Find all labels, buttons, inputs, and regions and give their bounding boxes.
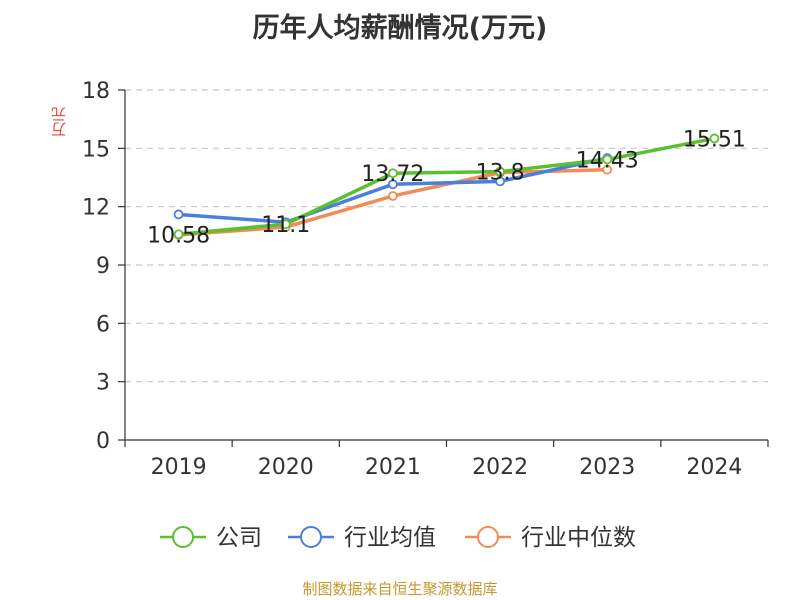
x-tick-label: 2022 (472, 455, 528, 480)
data-label: 11.1 (261, 213, 310, 238)
y-tick-label: 0 (96, 429, 110, 454)
data-label: 13.8 (476, 161, 525, 186)
data-point (602, 164, 613, 175)
data-label: 13.72 (361, 162, 424, 187)
legend-marker (477, 526, 499, 548)
data-label: 14.43 (576, 148, 639, 173)
legend-marker (172, 526, 194, 548)
data-point (173, 229, 184, 240)
x-tick-label: 2023 (579, 455, 635, 480)
x-tick-label: 2021 (365, 455, 421, 480)
y-tick-label: 9 (96, 254, 110, 279)
data-point (495, 166, 505, 177)
y-tick-label: 12 (82, 196, 110, 221)
legend-label: 公司 (216, 525, 262, 551)
series-line (178, 136, 715, 237)
data-point (388, 191, 398, 201)
legend-label: 行业均值 (344, 525, 436, 551)
data-point (280, 219, 291, 230)
legend-label: 行业中位数 (521, 525, 636, 551)
data-point (495, 176, 505, 187)
x-tick-label: 2024 (686, 455, 742, 480)
x-tick-label: 2019 (151, 455, 207, 480)
data-label: 10.58 (147, 223, 210, 248)
y-tick-label: 18 (82, 79, 110, 104)
y-tick-label: 15 (82, 137, 110, 162)
data-point (709, 133, 720, 144)
x-tick-label: 2020 (258, 455, 314, 480)
source-note: 制图数据来自恒生聚源数据库 (302, 580, 498, 598)
data-point (388, 179, 398, 190)
data-point (388, 168, 398, 179)
y-tick-label: 6 (96, 312, 110, 337)
data-point (173, 209, 184, 220)
y-tick-label: 3 (96, 371, 110, 396)
data-label: 15.51 (683, 127, 746, 152)
chart-title: 历年人均薪酬情况(万元) (252, 13, 548, 44)
legend-marker (300, 526, 322, 548)
data-point (602, 154, 613, 165)
